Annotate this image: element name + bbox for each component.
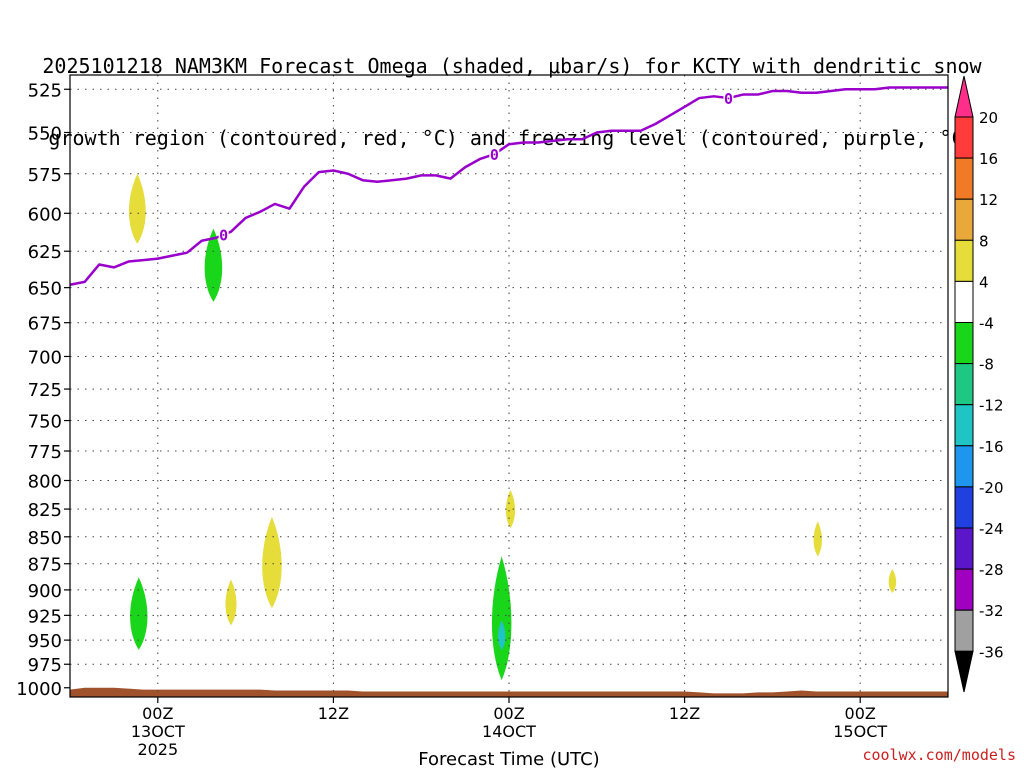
colorbar-label-7: -12 — [979, 397, 1004, 415]
y-tick-label-750: 750 — [28, 412, 62, 433]
y-axis: 525 550 575 600 625 650 675 700 725 750 775 800 825 8… — [16, 80, 70, 700]
y-tick-label-950: 950 — [28, 631, 62, 652]
omega-features — [128, 173, 897, 681]
omega-feature-8 — [813, 521, 822, 557]
colorbar-segment-9 — [954, 445, 974, 488]
omega-feature-5 — [491, 556, 512, 681]
y-tick-label-625: 625 — [28, 242, 62, 263]
colorbar-segment-11 — [954, 527, 974, 570]
freezing-label-bg-2 — [723, 90, 734, 106]
x-tick-label-4-0: 00Z — [845, 704, 876, 723]
colorbar-label-1: 16 — [979, 150, 998, 168]
x-tick-label-0-0: 00Z — [142, 704, 173, 723]
colorbar-segment-3 — [954, 198, 974, 241]
colorbar-segment-1 — [954, 116, 974, 159]
x-tick-label-0-1: 13OCT — [131, 722, 185, 741]
colorbar-label-13: -36 — [979, 643, 1004, 661]
omega-feature-3 — [225, 579, 237, 626]
credit-text: coolwx.com/models — [862, 746, 1016, 764]
y-tick-label-700: 700 — [28, 347, 62, 368]
colorbar: 20 16 12 8 4 -4 -8 -12 -16 -20 -24 -28 -32 -36 — [954, 75, 1004, 693]
y-tick-label-800: 800 — [28, 471, 62, 492]
y-tick-label-825: 825 — [28, 500, 62, 521]
y-tick-label-575: 575 — [28, 165, 62, 186]
y-tick-label-875: 875 — [28, 555, 62, 576]
chart-title-line-2: growth region (contoured, red, °C) and f… — [48, 126, 976, 150]
colorbar-segment-4 — [954, 239, 974, 282]
y-tick-label-600: 600 — [28, 204, 62, 225]
y-tick-label-650: 650 — [28, 279, 62, 300]
chart-title: 2025101218 NAM3KM Forecast Omega (shaded… — [0, 6, 1024, 174]
colorbar-label-8: -16 — [979, 438, 1004, 456]
omega-feature-0 — [128, 173, 146, 244]
freezing-level-label-1: 0 — [490, 146, 499, 164]
colorbar-label-6: -8 — [979, 356, 994, 374]
x-tick-label-1-0: 12Z — [318, 704, 349, 723]
omega-feature-4 — [262, 516, 282, 609]
freezing-label-bg-1 — [489, 146, 500, 162]
x-tick-label-2-1: 14OCT — [482, 722, 536, 741]
y-tick-label-525: 525 — [28, 80, 62, 101]
x-axis-label: Forecast Time (UTC) — [418, 749, 599, 768]
y-tick-label-900: 900 — [28, 581, 62, 602]
y-tick-label-925: 925 — [28, 606, 62, 627]
omega-feature-7 — [505, 489, 516, 529]
colorbar-label-2: 12 — [979, 191, 998, 209]
colorbar-label-5: -4 — [979, 315, 994, 333]
y-tick-label-850: 850 — [28, 528, 62, 549]
colorbar-label-10: -24 — [979, 520, 1004, 538]
colorbar-label-9: -20 — [979, 479, 1004, 497]
colorbar-segment-12 — [954, 568, 974, 611]
colorbar-segment-6 — [954, 322, 974, 365]
colorbar-segment-8 — [954, 404, 974, 447]
omega-feature-6 — [497, 620, 506, 650]
y-tick-label-675: 675 — [28, 314, 62, 335]
freezing-level-label-0: 0 — [219, 227, 228, 245]
colorbar-segment-7 — [954, 363, 974, 406]
terrain-fill — [70, 687, 948, 697]
x-tick-label-0-2: 2025 — [137, 740, 178, 759]
y-tick-label-550: 550 — [28, 123, 62, 144]
colorbar-label-3: 8 — [979, 232, 989, 250]
omega-feature-2 — [130, 577, 148, 650]
colorbar-label-11: -28 — [979, 561, 1004, 579]
freezing-level-label-2: 0 — [724, 90, 733, 108]
grid-lines — [70, 75, 948, 697]
x-tick-label-2-0: 00Z — [493, 704, 524, 723]
colorbar-segment-10 — [954, 486, 974, 529]
freezing-label-bg-0 — [218, 226, 229, 242]
x-tick-label-4-1: 15OCT — [833, 722, 887, 741]
terrain-layer — [70, 687, 948, 697]
colorbar-label-4: 4 — [979, 273, 989, 291]
chart-title-line-1: 2025101218 NAM3KM Forecast Omega (shaded… — [42, 54, 982, 78]
colorbar-top-arrow — [954, 75, 974, 118]
y-tick-label-1000: 1000 — [16, 679, 62, 700]
omega-feature-9 — [888, 569, 897, 593]
colorbar-label-12: -32 — [979, 602, 1004, 620]
y-tick-label-975: 975 — [28, 655, 62, 676]
colorbar-label-0: 20 — [979, 109, 998, 127]
omega-feature-1 — [204, 228, 223, 302]
colorbar-bottom-arrow — [954, 650, 974, 693]
freezing-level-layer: 0 0 0 — [69, 86, 948, 286]
y-tick-label-775: 775 — [28, 442, 62, 463]
colorbar-segment-2 — [954, 157, 974, 200]
colorbar-segment-13 — [954, 609, 974, 652]
y-tick-label-725: 725 — [28, 380, 62, 401]
x-tick-label-3-0: 12Z — [669, 704, 700, 723]
freezing-level-line — [69, 86, 948, 286]
colorbar-segment-5 — [954, 280, 974, 323]
